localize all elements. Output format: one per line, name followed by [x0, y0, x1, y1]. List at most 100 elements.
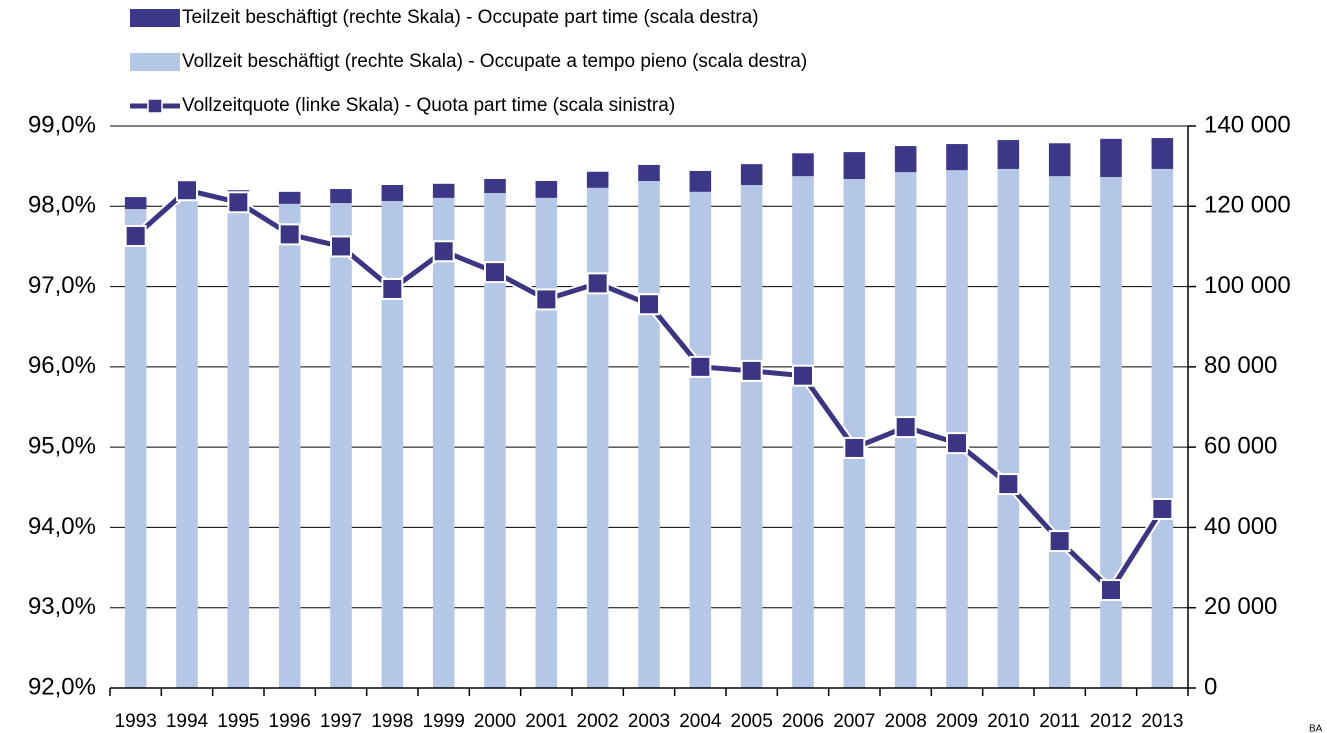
- line-marker: [1151, 497, 1174, 520]
- x-tick-label: 2006: [782, 711, 824, 732]
- y2-tick-label: 140 000: [1204, 111, 1291, 138]
- line-marker: [792, 364, 814, 387]
- y-tick-label: 93,0%: [28, 593, 96, 620]
- y-tick-label: 94,0%: [28, 513, 96, 540]
- bar-segment: [278, 191, 301, 204]
- bar-segment: [997, 140, 1020, 169]
- bar-segment: [432, 197, 455, 688]
- legend-swatch: [130, 9, 180, 27]
- x-tick-label: 2010: [987, 711, 1029, 732]
- source-mark: BA: [1309, 724, 1323, 733]
- x-tick-label: 1999: [423, 711, 465, 732]
- line-marker: [176, 179, 198, 202]
- x-tick-label: 1996: [269, 711, 311, 732]
- line-marker: [586, 272, 609, 295]
- bar-segment: [484, 193, 506, 688]
- legend-label: Vollzeit beschäftigt (rechte Skala) - Oc…: [182, 51, 807, 72]
- x-tick-label: 2001: [525, 711, 567, 732]
- bar-segment: [946, 170, 968, 688]
- bar-segment: [1100, 138, 1122, 177]
- bar-segment: [381, 201, 404, 688]
- line-marker: [740, 359, 763, 382]
- bar-segment: [124, 197, 147, 210]
- bar-segment: [894, 146, 917, 173]
- y-tick-label: 96,0%: [28, 352, 96, 379]
- line-marker: [1048, 530, 1071, 553]
- bar-segment: [278, 203, 301, 688]
- bar-segment: [792, 153, 814, 177]
- x-tick-label: 1994: [166, 711, 209, 732]
- y-tick-label: 92,0%: [28, 673, 96, 700]
- bar-segment: [1100, 176, 1122, 688]
- line-marker: [946, 432, 968, 455]
- legend-swatch: [130, 53, 180, 71]
- x-tick-label: 1993: [115, 711, 157, 732]
- bar-segment: [330, 203, 352, 688]
- x-tick-label: 2012: [1090, 711, 1132, 732]
- x-tick-label: 2003: [628, 711, 670, 732]
- bar-segment: [535, 180, 558, 198]
- x-tick-label: 2011: [1039, 711, 1080, 732]
- line-marker: [227, 191, 250, 214]
- bar-segment: [689, 191, 712, 688]
- line-marker: [330, 235, 352, 258]
- bar-segment: [381, 185, 404, 202]
- line-marker: [381, 277, 404, 300]
- bar-segment: [124, 209, 147, 689]
- bar-segment: [1048, 143, 1071, 177]
- y2-tick-label: 40 000: [1204, 513, 1277, 540]
- bar-segment: [176, 185, 198, 688]
- bar-segment: [638, 180, 660, 688]
- bar-segment: [1151, 168, 1174, 688]
- x-tick-label: 1995: [217, 711, 259, 732]
- bar-segment: [1048, 176, 1071, 688]
- y-tick-label: 99,0%: [28, 111, 96, 138]
- bar-segment: [843, 178, 866, 688]
- line-marker: [432, 240, 455, 263]
- legend-label: Teilzeit beschäftigt (rechte Skala) - Oc…: [182, 7, 759, 28]
- bar-segment: [946, 144, 968, 171]
- y2-tick-label: 0: [1204, 673, 1217, 700]
- bar-segment: [843, 152, 866, 179]
- bar-segment: [689, 170, 712, 192]
- x-tick-label: 2002: [577, 711, 619, 732]
- bar-segment: [740, 185, 763, 688]
- y-tick-label: 95,0%: [28, 432, 96, 459]
- line-marker: [484, 261, 506, 284]
- line-marker: [638, 293, 660, 316]
- y2-tick-label: 80 000: [1204, 352, 1277, 379]
- legend-swatch: [147, 98, 163, 114]
- x-tick-label: 2013: [1141, 711, 1183, 732]
- x-tick-label: 2008: [885, 711, 927, 732]
- bar-segment: [535, 197, 558, 688]
- y2-tick-label: 20 000: [1204, 593, 1277, 620]
- x-tick-label: 2007: [833, 711, 875, 732]
- bar-segment: [997, 168, 1020, 688]
- bar-segment: [330, 189, 352, 204]
- x-tick-label: 2005: [731, 711, 773, 732]
- line-marker: [689, 355, 712, 378]
- x-tick-label: 2000: [474, 711, 516, 732]
- y-tick-label: 97,0%: [28, 272, 96, 299]
- line-marker: [894, 416, 917, 439]
- bar-segment: [792, 176, 814, 688]
- bar-segment: [227, 193, 250, 688]
- x-tick-label: 2009: [936, 711, 978, 732]
- y-tick-label: 98,0%: [28, 192, 96, 219]
- line-marker: [843, 436, 866, 459]
- line-marker: [997, 473, 1020, 496]
- x-tick-label: 2004: [679, 711, 722, 732]
- line-marker: [278, 223, 301, 246]
- line-marker: [124, 224, 147, 247]
- y2-tick-label: 100 000: [1204, 272, 1291, 299]
- bar-segment: [586, 187, 609, 688]
- x-tick-label: 1998: [371, 711, 413, 732]
- x-tick-label: 1997: [320, 711, 362, 732]
- bar-segment: [1151, 138, 1174, 169]
- line-marker: [535, 288, 558, 311]
- bar-segment: [432, 183, 455, 198]
- line-marker: [1100, 579, 1122, 602]
- bar-segment: [638, 164, 660, 181]
- bar-segment: [586, 171, 609, 188]
- bar-segment: [484, 178, 506, 194]
